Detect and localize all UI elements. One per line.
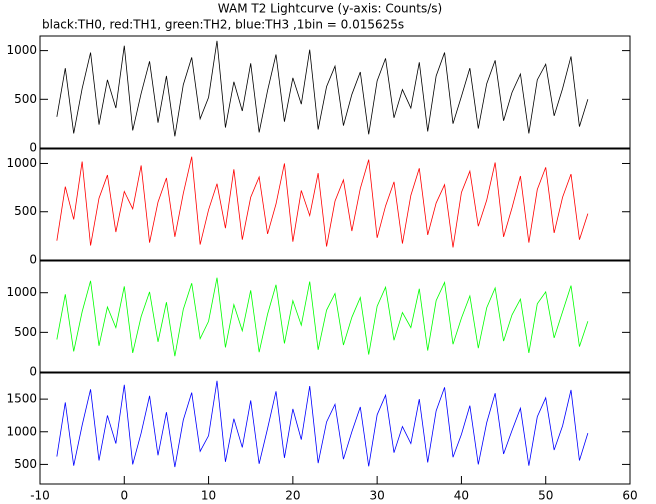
chart-title: WAM T2 Lightcurve (y-axis: Counts/s)	[218, 2, 442, 16]
light-curve	[56, 156, 589, 248]
y-tick-label: 1000	[6, 156, 37, 170]
light-curve	[56, 277, 589, 357]
y-tick-label: 0	[29, 365, 37, 379]
x-tick-label: 0	[120, 489, 128, 503]
y-tick-label: 500	[14, 457, 37, 471]
x-tick-label: 50	[538, 489, 553, 503]
y-tick-label: 500	[14, 204, 37, 218]
panel-frame	[39, 148, 631, 261]
y-tick-label: 1500	[6, 392, 37, 406]
y-tick-label: 0	[29, 141, 37, 155]
panel-frame	[39, 372, 631, 485]
x-tick-label: 40	[454, 489, 469, 503]
x-tick-label: 30	[370, 489, 385, 503]
light-curve	[56, 380, 589, 468]
y-tick-label: 0	[29, 253, 37, 267]
x-tick-label: 10	[201, 489, 216, 503]
panel-frame	[39, 35, 631, 149]
y-tick-label: 1000	[6, 285, 37, 299]
x-tick-label: 20	[285, 489, 300, 503]
chart-subtitle: black:TH0, red:TH1, green:TH2, blue:TH3 …	[42, 18, 404, 32]
y-tick-label: 1000	[6, 43, 37, 57]
x-tick-label: 60	[622, 489, 637, 503]
y-tick-label: 500	[14, 325, 37, 339]
panel-frame	[39, 260, 631, 373]
y-tick-label: 1000	[6, 424, 37, 438]
y-tick-label: 500	[14, 92, 37, 106]
x-tick-label: -10	[30, 489, 50, 503]
light-curve	[56, 40, 589, 137]
